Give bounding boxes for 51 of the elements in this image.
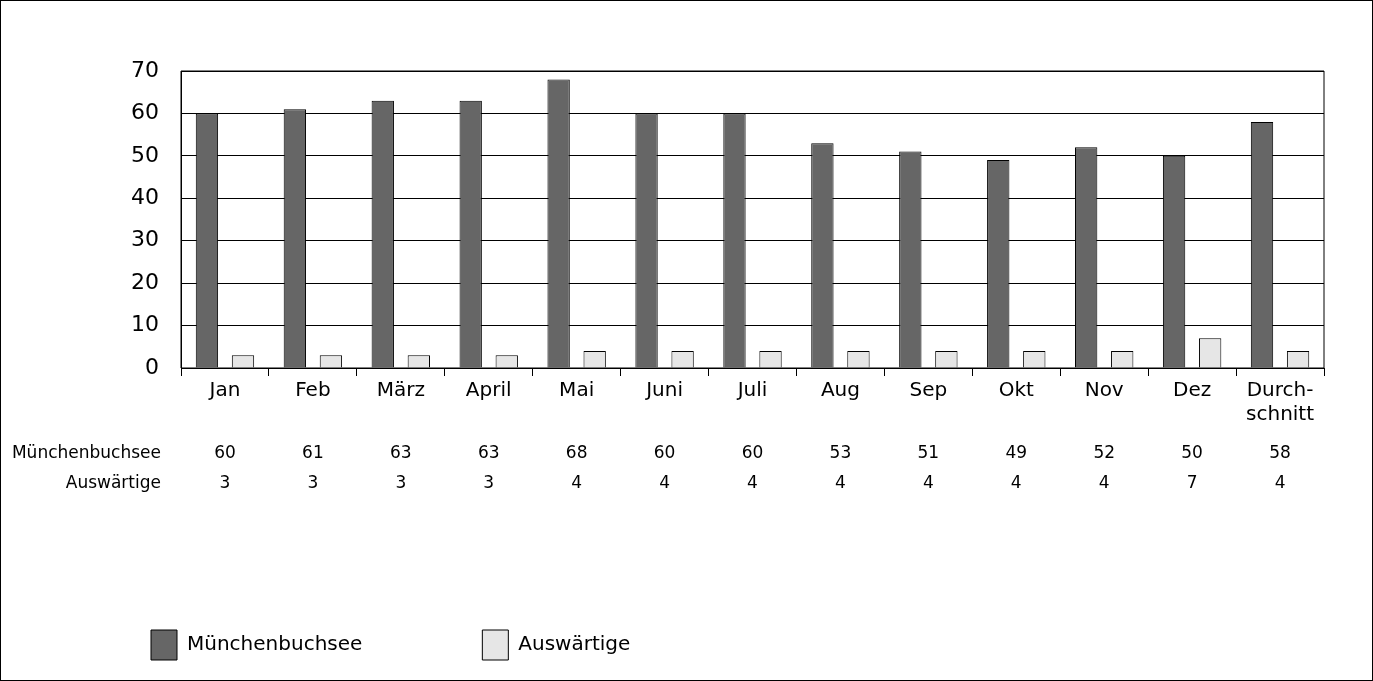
data-label: 60	[653, 442, 676, 463]
data-label: 4	[835, 472, 846, 493]
data-label: 49	[1005, 442, 1028, 463]
data-label: 68	[565, 442, 588, 463]
data-label: 4	[1098, 472, 1110, 493]
data-label: 3	[483, 472, 495, 493]
x-tick-label: Okt	[998, 377, 1035, 402]
data-label: 52	[1093, 442, 1116, 463]
y-tick-label: 20	[131, 268, 159, 294]
data-label: 60	[741, 442, 764, 463]
y-tick-label: 30	[131, 226, 159, 252]
y-tick-label: 50	[131, 141, 159, 167]
data-label: 63	[389, 442, 412, 463]
data-label: 7	[1186, 472, 1198, 493]
data-label: 63	[477, 442, 500, 463]
data-label: 4	[747, 472, 758, 493]
data-label: 4	[1274, 472, 1286, 493]
data-label: 60	[214, 442, 236, 463]
data-label: 61	[302, 442, 324, 463]
x-tick-label: Aug	[820, 377, 860, 402]
x-tick-label: Mai	[559, 377, 595, 402]
text: Auswärtige	[65, 472, 161, 493]
data-label: 58	[1269, 442, 1291, 463]
x-tick-label: Durch- schnitt	[1246, 377, 1315, 426]
data-label: 3	[307, 472, 319, 493]
x-tick-label: März	[376, 377, 425, 402]
x-tick-label: Juni	[644, 377, 683, 402]
data-label: 51	[917, 442, 940, 463]
x-tick-label: Sep	[909, 377, 948, 402]
x-tick-label: Feb	[295, 377, 331, 402]
y-tick-label: 60	[131, 99, 159, 125]
data-label: 4	[659, 472, 670, 493]
x-tick-label: Nov	[1084, 377, 1124, 402]
legend-label: Auswärtige	[518, 631, 631, 656]
data-label: 4	[1010, 472, 1022, 493]
y-tick-label: 0	[145, 353, 159, 379]
x-tick-label: Jan	[207, 377, 241, 402]
text: Münchenbuchsee	[11, 442, 161, 463]
data-label: 53	[829, 442, 852, 463]
data-label: 3	[395, 472, 407, 493]
data-label: 3	[219, 472, 231, 493]
x-tick-label: Dez	[1173, 377, 1212, 402]
data-label: 4	[571, 472, 583, 493]
data-label: 4	[922, 472, 934, 493]
y-tick-label: 70	[131, 56, 159, 82]
x-tick-label: April	[465, 377, 512, 402]
x-tick-label: Juli	[735, 377, 768, 402]
legend-label: Münchenbuchsee	[187, 631, 363, 656]
y-tick-label: 10	[131, 311, 159, 337]
y-tick-label: 40	[131, 184, 159, 209]
data-label: 50	[1181, 442, 1203, 463]
